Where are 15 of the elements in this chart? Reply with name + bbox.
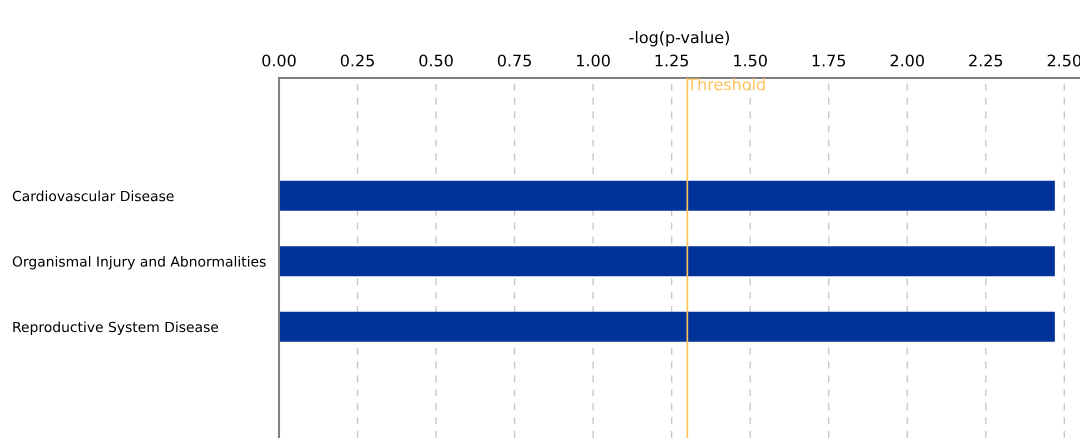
y-tick-label: Organismal Injury and Abnormalities [12,256,266,270]
x-axis-title: -log(p-value) [629,30,729,47]
ref-line-label: Threshold [687,78,765,91]
x-tick-label: 0.00 [262,54,296,67]
x-tick-label: 1.00 [577,54,610,67]
x-tick-label: 0.50 [419,54,453,67]
x-tick-label: 1.25 [655,54,689,67]
x-tick-label: 2.00 [890,54,924,67]
y-tick-label: Cardiovascular Disease [12,190,174,202]
x-tick-label: 1.75 [812,54,846,67]
x-tick-label: 2.25 [969,54,1003,67]
x-tick-label: 1.50 [734,54,767,67]
x-tick-label: 0.25 [340,54,374,67]
x-tick-label: 0.75 [497,54,531,67]
y-tick-label: Reproductive System Disease [13,321,219,335]
